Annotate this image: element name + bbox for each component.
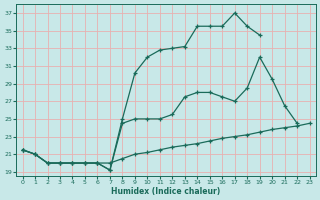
X-axis label: Humidex (Indice chaleur): Humidex (Indice chaleur)	[111, 187, 221, 196]
